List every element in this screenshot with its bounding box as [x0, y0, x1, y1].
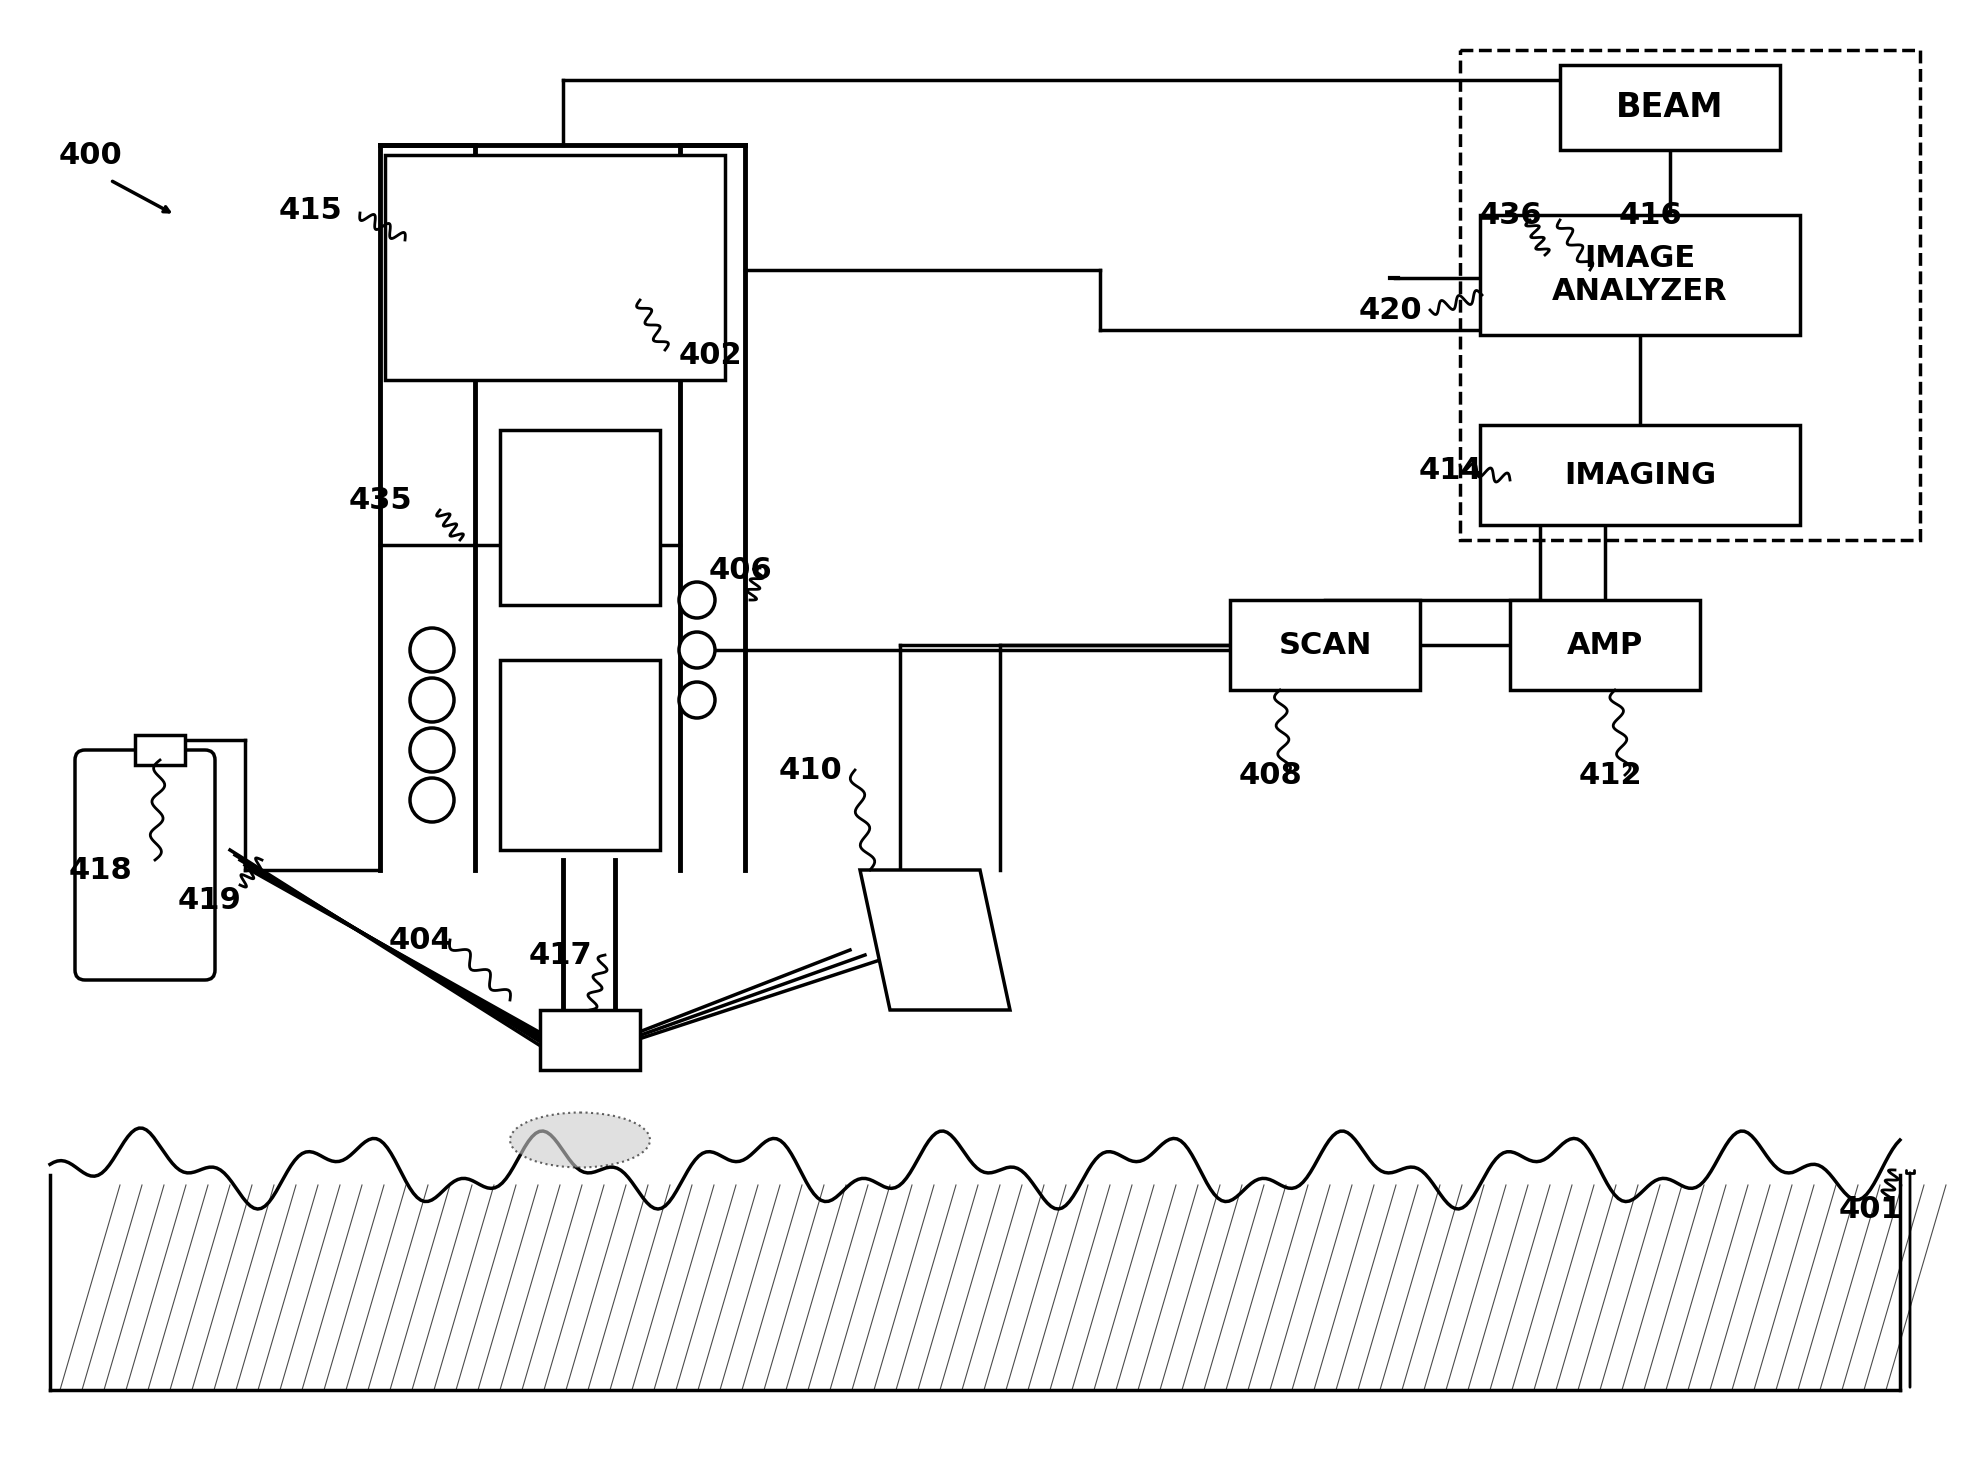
Text: 406: 406 [708, 555, 773, 585]
Text: 402: 402 [679, 340, 741, 369]
Bar [135, 735, 184, 765]
Bar [1230, 601, 1420, 690]
Text: 420: 420 [1359, 296, 1422, 325]
Bar [500, 431, 661, 605]
Circle shape [679, 582, 716, 618]
Circle shape [410, 728, 455, 772]
Text: 404: 404 [388, 926, 451, 955]
Circle shape [679, 683, 716, 718]
Text: 436: 436 [1479, 201, 1541, 230]
Text: 408: 408 [1237, 760, 1302, 790]
Circle shape [410, 778, 455, 822]
Text: 435: 435 [349, 485, 412, 514]
Text: 419: 419 [178, 885, 241, 914]
Text: 412: 412 [1579, 760, 1641, 790]
Text: 417: 417 [528, 941, 592, 970]
Circle shape [679, 631, 716, 668]
Bar [539, 1009, 639, 1069]
Text: 410: 410 [779, 756, 841, 784]
Bar [1481, 215, 1800, 335]
Bar [500, 661, 661, 850]
FancyBboxPatch shape [75, 750, 216, 980]
Bar [1561, 64, 1781, 149]
Circle shape [410, 628, 455, 672]
Text: 401: 401 [1837, 1195, 1902, 1225]
Text: AMP: AMP [1567, 630, 1643, 659]
Circle shape [410, 678, 455, 722]
Text: 414: 414 [1418, 456, 1483, 485]
Text: SCAN: SCAN [1279, 630, 1371, 659]
Text: 418: 418 [69, 856, 131, 885]
Bar [1461, 50, 1920, 541]
Text: 400: 400 [59, 141, 122, 170]
Text: IMAGING: IMAGING [1565, 460, 1716, 489]
Ellipse shape [510, 1112, 649, 1168]
Bar [1481, 425, 1800, 524]
Bar [384, 155, 726, 379]
Bar [1510, 601, 1700, 690]
Text: IMAGE
ANALYZER: IMAGE ANALYZER [1553, 243, 1728, 306]
Polygon shape [861, 870, 1010, 1009]
Text: BEAM: BEAM [1616, 91, 1724, 125]
Text: 416: 416 [1618, 201, 1683, 230]
Text: 415: 415 [278, 195, 341, 224]
